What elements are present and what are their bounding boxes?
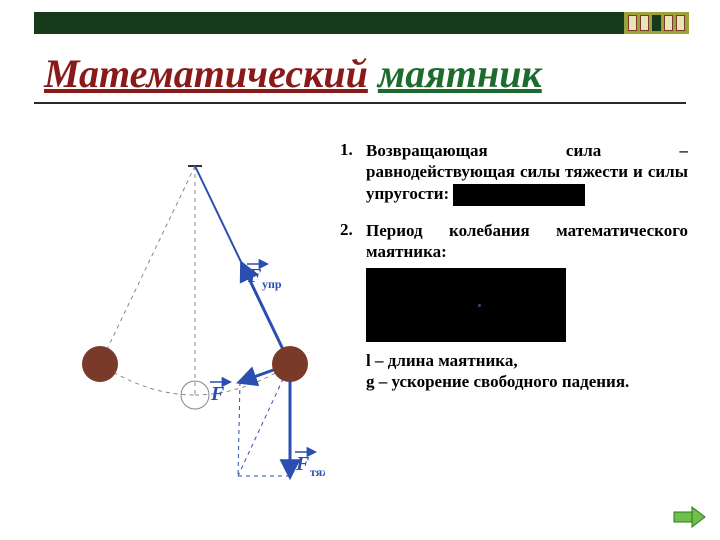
footnote-g: g – ускорение свободного падения. bbox=[366, 371, 688, 392]
svg-text:F: F bbox=[247, 265, 262, 287]
decor-square bbox=[676, 15, 685, 31]
top-bar-dark bbox=[34, 12, 624, 34]
title-part1: Математический bbox=[44, 51, 368, 96]
footnotes: l – длина маятника, g – ускорение свобод… bbox=[366, 350, 688, 393]
decor-square bbox=[628, 15, 637, 31]
decor-square bbox=[664, 15, 673, 31]
top-bar-olive bbox=[624, 12, 689, 34]
item-body: Период колебания математического маятник… bbox=[366, 220, 688, 393]
footnote-l: l – длина маятника, bbox=[366, 350, 688, 371]
title-underline bbox=[34, 102, 686, 104]
top-decor-bar bbox=[34, 12, 686, 34]
definitions-list: 1. Возвращающая сила – равнодействующая … bbox=[340, 140, 688, 407]
item-body: Возвращающая сила – равнодействующая сил… bbox=[366, 140, 688, 206]
stray-dot bbox=[478, 304, 481, 307]
svg-text:F: F bbox=[295, 453, 310, 475]
item-number: 1. bbox=[340, 140, 366, 206]
item-number: 2. bbox=[340, 220, 366, 393]
item2-text: Период колебания математического маятник… bbox=[366, 221, 688, 261]
redacted-formula-2 bbox=[366, 268, 566, 342]
list-item: 2. Период колебания математического маят… bbox=[340, 220, 688, 393]
next-slide-button[interactable] bbox=[672, 506, 706, 528]
pendulum-diagram: F упр F F тяж bbox=[70, 160, 325, 490]
page-title: Математический маятник bbox=[44, 50, 542, 97]
decor-square bbox=[640, 15, 649, 31]
list-item: 1. Возвращающая сила – равнодействующая … bbox=[340, 140, 688, 206]
svg-text:упр: упр bbox=[262, 277, 282, 291]
svg-text:тяж: тяж bbox=[310, 465, 325, 479]
svg-text:F: F bbox=[210, 383, 225, 405]
redacted-formula-1 bbox=[453, 184, 585, 206]
title-part2: маятник bbox=[378, 51, 542, 96]
decor-square bbox=[652, 15, 661, 31]
